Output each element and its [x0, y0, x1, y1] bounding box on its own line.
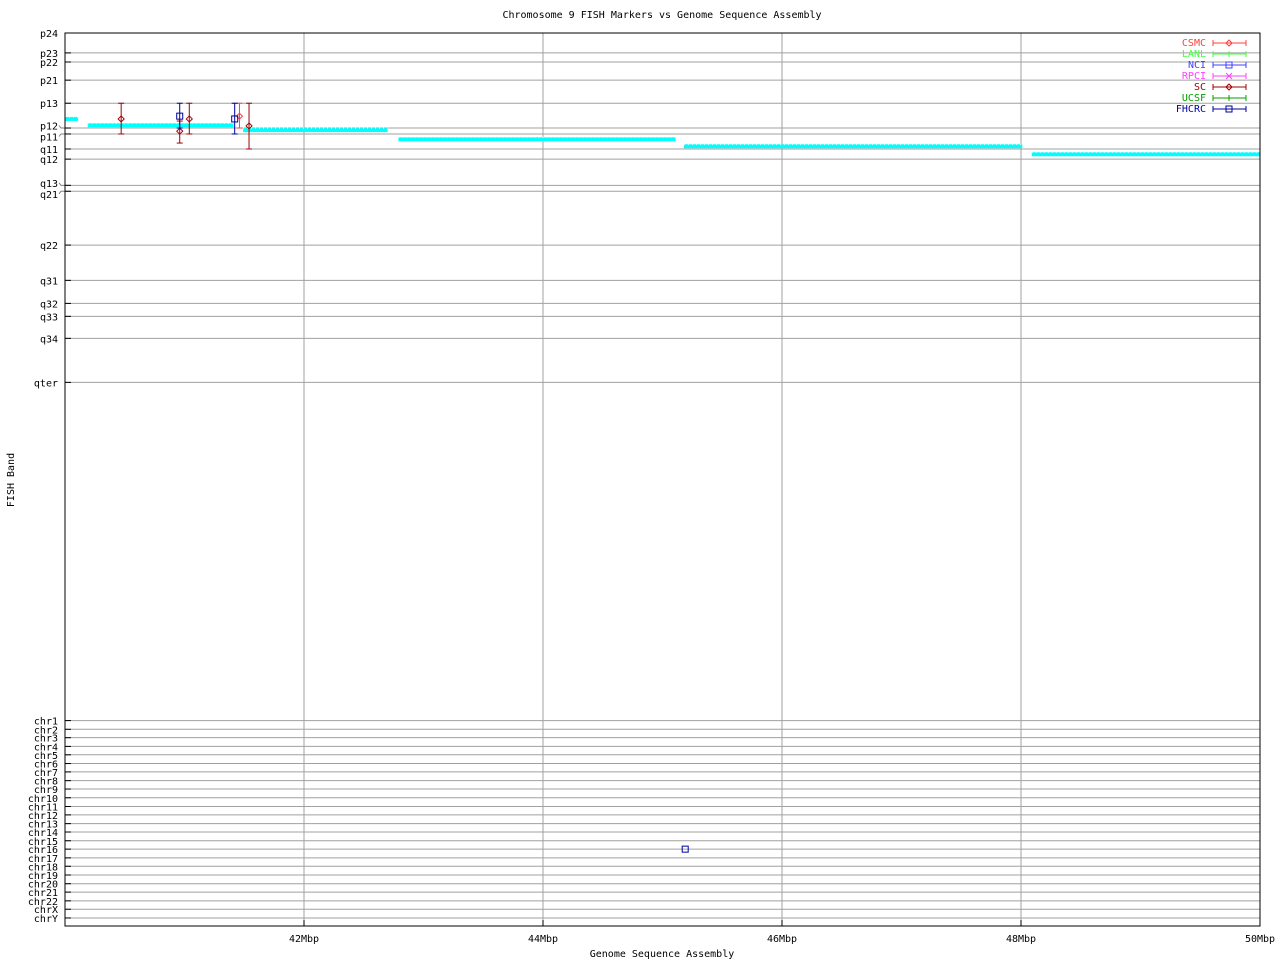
- data-point-sc: [185, 102, 193, 135]
- y-tick-label: chr2: [34, 725, 58, 736]
- y-tick-label: p11: [40, 132, 58, 143]
- y-tick-label: q34: [40, 334, 58, 345]
- y-tick-label: p22: [40, 58, 58, 69]
- y-tick-label: chrX: [34, 905, 58, 916]
- legend-label: LANL: [1182, 49, 1206, 60]
- legend-label: FHCRC: [1176, 104, 1206, 115]
- y-tick-label: chr11: [28, 803, 58, 814]
- square-marker: [176, 112, 184, 120]
- grid: [65, 32, 1261, 926]
- y-tick-label: chr9: [34, 785, 58, 796]
- y-tick-label: chr12: [28, 811, 58, 822]
- x-tick-label: 42Mbp: [289, 934, 319, 945]
- y-tick-label: p23: [40, 49, 58, 60]
- data-point-fhcrc: [681, 845, 689, 853]
- diamond-marker: [176, 127, 184, 135]
- square-marker: [231, 115, 239, 123]
- plus-marker: [1226, 95, 1232, 101]
- y-tick-label: chr1: [34, 717, 58, 728]
- data-point-fhcrc: [176, 102, 184, 129]
- x-tick-label: 46Mbp: [767, 934, 797, 945]
- y-tick-label: chr19: [28, 871, 58, 882]
- y-tick-label: q33: [40, 312, 58, 323]
- y-tick-label: qter: [34, 378, 58, 389]
- assembly-segments: [65, 116, 1260, 157]
- legend-label: UCSF: [1182, 93, 1206, 104]
- y-tick-label: q13: [40, 179, 58, 190]
- data-point-sc: [245, 102, 253, 150]
- legend-label: SC: [1194, 82, 1206, 93]
- diamond-marker: [185, 115, 193, 123]
- y-tick-label: chr13: [28, 820, 58, 831]
- plus-marker: [1226, 51, 1232, 57]
- y-tick-label: chr22: [28, 897, 58, 908]
- y-tick-label: chr8: [34, 777, 58, 788]
- square-marker: [1225, 105, 1233, 113]
- y-tick-label: chr6: [34, 760, 58, 771]
- y-tick-label: chr16: [28, 845, 58, 856]
- y-tick-label: p12: [40, 121, 58, 132]
- y-tick-label: chr5: [34, 751, 58, 762]
- y-tick-label: q21: [40, 190, 58, 201]
- x-tick-label: 48Mbp: [1006, 934, 1036, 945]
- y-tick-leader: [58, 190, 65, 195]
- chart-title: Chromosome 9 FISH Markers vs Genome Sequ…: [502, 10, 821, 21]
- square-marker: [1225, 61, 1233, 69]
- legend-label: NCI: [1188, 60, 1206, 71]
- y-tick-leader: [58, 182, 65, 186]
- diamond-marker: [245, 122, 253, 130]
- data-points: [117, 102, 689, 853]
- legend-label: RPCI: [1182, 71, 1206, 82]
- legend-label: CSMC: [1182, 38, 1206, 49]
- y-tick-label: chr4: [34, 742, 58, 753]
- y-tick-label: chr7: [34, 768, 58, 779]
- y-axis-label: FISH Band: [6, 453, 17, 507]
- square-marker: [681, 845, 689, 853]
- diamond-marker: [1225, 39, 1233, 47]
- x-tick-label: 50Mbp: [1245, 934, 1275, 945]
- y-tick-label: chr20: [28, 880, 58, 891]
- y-tick-leader: [58, 125, 65, 129]
- y-tick-label: q11: [40, 145, 58, 156]
- x-axis-label: Genome Sequence Assembly: [590, 949, 735, 960]
- diamond-marker: [235, 112, 244, 120]
- y-tick-label: p21: [40, 76, 58, 87]
- plot-frame: [64, 32, 1261, 927]
- y-tick-label: q32: [40, 299, 58, 310]
- y-tick-label: chrY: [34, 914, 58, 925]
- diamond-marker: [117, 115, 125, 123]
- y-tick-label: q12: [40, 155, 58, 166]
- y-tick-label: chr18: [28, 862, 58, 873]
- diamond-marker: [1225, 83, 1233, 91]
- y-tick-label: p13: [40, 99, 58, 110]
- y-tick-label: chr10: [28, 794, 58, 805]
- y-tick-leader: [58, 133, 65, 137]
- y-tick-label: p24: [40, 29, 58, 40]
- y-tick-label: chr14: [28, 828, 58, 839]
- y-tick-label: chr17: [28, 854, 58, 865]
- cross-marker: [1225, 72, 1233, 80]
- y-tick-label: chr21: [28, 888, 58, 899]
- y-tick-label: chr3: [34, 734, 58, 745]
- y-tick-label: q31: [40, 276, 58, 287]
- x-tick-label: 44Mbp: [528, 934, 558, 945]
- data-point-sc: [117, 102, 125, 135]
- y-tick-label: q22: [40, 241, 58, 252]
- y-tick-label: chr15: [28, 837, 58, 848]
- data-point-fhcrc: [231, 102, 239, 135]
